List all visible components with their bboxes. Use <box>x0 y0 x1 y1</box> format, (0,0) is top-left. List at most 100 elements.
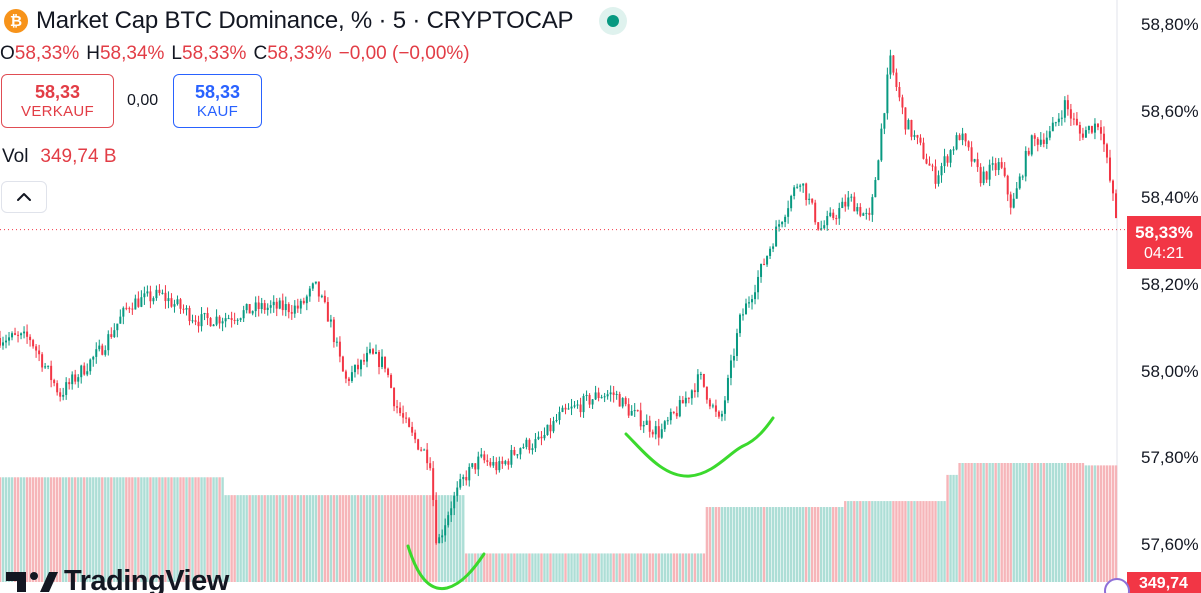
volume-bar <box>158 477 161 582</box>
volume-bar <box>1051 463 1055 582</box>
volume-bar <box>546 553 549 582</box>
candle-body <box>248 304 251 314</box>
volume-bar <box>371 495 375 582</box>
candle-body <box>627 404 630 416</box>
candle-body <box>344 371 347 379</box>
candle-body <box>856 207 859 212</box>
candle-body <box>71 374 74 385</box>
volume-bar <box>329 495 333 582</box>
volume-bar <box>299 495 303 582</box>
gear-icon[interactable] <box>1104 578 1130 593</box>
volume-bar <box>293 495 296 582</box>
candle-body <box>1009 194 1012 208</box>
price-tick-label: 57,80% <box>1141 448 1199 468</box>
candle-body <box>188 307 191 322</box>
candle-body <box>209 318 212 327</box>
volume-bar <box>684 553 688 582</box>
volume-bar <box>107 477 110 582</box>
volume-bar <box>224 495 227 582</box>
candle-body <box>501 461 504 464</box>
volume-bar <box>895 501 898 582</box>
volume-bar <box>113 477 116 582</box>
candle-body <box>56 383 59 393</box>
volume-bar <box>588 553 591 582</box>
sell-button[interactable]: 58,33 VERKAUF <box>1 74 114 128</box>
candle-body <box>107 334 110 351</box>
buy-button[interactable]: 58,33 KAUF <box>173 74 262 128</box>
volume-bar <box>702 553 706 582</box>
volume-bar <box>395 495 399 582</box>
candle-body <box>131 308 134 310</box>
candle-body <box>308 288 311 297</box>
candle-body <box>1057 118 1060 123</box>
candle-body <box>92 356 95 360</box>
annotation-curve-left[interactable] <box>406 544 486 590</box>
candle-body <box>738 314 741 334</box>
volume-bar <box>832 507 835 582</box>
volume-bar <box>428 495 432 582</box>
candle-body <box>272 301 275 306</box>
volume-bar <box>789 507 793 582</box>
volume-bar <box>1066 463 1070 582</box>
volume-bar <box>305 495 309 582</box>
candle-body <box>38 350 41 355</box>
volume-bar <box>77 477 80 582</box>
volume-bar <box>335 495 339 582</box>
tradingview-logo[interactable]: TradingView <box>6 565 229 593</box>
candle-body <box>666 420 669 422</box>
volume-bar <box>302 495 306 582</box>
volume-bar <box>705 507 709 582</box>
candle-body <box>636 410 639 412</box>
candle-body <box>847 197 850 207</box>
collapse-legend-button[interactable] <box>1 181 47 213</box>
volume-bar <box>573 553 576 582</box>
volume-bar <box>639 553 642 582</box>
candle-body <box>579 404 582 413</box>
volume-bar <box>708 507 712 582</box>
symbol-title[interactable]: Market Cap BTC Dominance, % · 5 · CRYPTO… <box>36 7 574 34</box>
volume-bar <box>1006 463 1009 582</box>
volume-bar <box>756 507 760 582</box>
annotation-curve-right[interactable] <box>624 416 775 478</box>
volume-bar <box>377 495 381 582</box>
volume-bar <box>489 553 492 582</box>
candle-body <box>462 476 465 480</box>
sell-label: VERKAUF <box>21 103 94 120</box>
volume-bar <box>1021 463 1024 582</box>
volume-bar <box>1027 463 1030 582</box>
volume-bar <box>627 553 630 582</box>
volume-bar <box>738 507 742 582</box>
volume-bar <box>804 507 808 582</box>
candle-body <box>654 426 657 435</box>
volume-bar <box>176 477 179 582</box>
candle-body <box>723 400 726 414</box>
candle-body <box>284 304 287 311</box>
candle-body <box>155 289 158 299</box>
candle-body <box>874 179 877 198</box>
volume-bar <box>164 477 167 582</box>
candle-body <box>696 374 699 393</box>
volume-bar <box>416 495 420 582</box>
candle-body <box>197 321 200 327</box>
candle-body <box>672 411 675 413</box>
high-value: 58,34% <box>99 43 165 64</box>
candle-body <box>287 304 290 313</box>
volume-bar <box>398 495 402 582</box>
candle-body <box>227 318 230 320</box>
volume-bar <box>636 553 639 582</box>
market-status-icon[interactable] <box>599 7 628 35</box>
candle-body <box>561 407 564 412</box>
volume-bar <box>206 477 209 582</box>
volume-bar <box>70 477 74 582</box>
volume-bar <box>323 495 327 582</box>
volume-bar <box>55 477 59 582</box>
candle-body <box>615 393 618 395</box>
volume-bar <box>645 553 648 582</box>
candle-body <box>194 320 197 322</box>
volume-bar <box>871 501 874 582</box>
candle-body <box>657 426 660 438</box>
volume-bar <box>242 495 245 582</box>
volume-bar <box>964 463 967 582</box>
